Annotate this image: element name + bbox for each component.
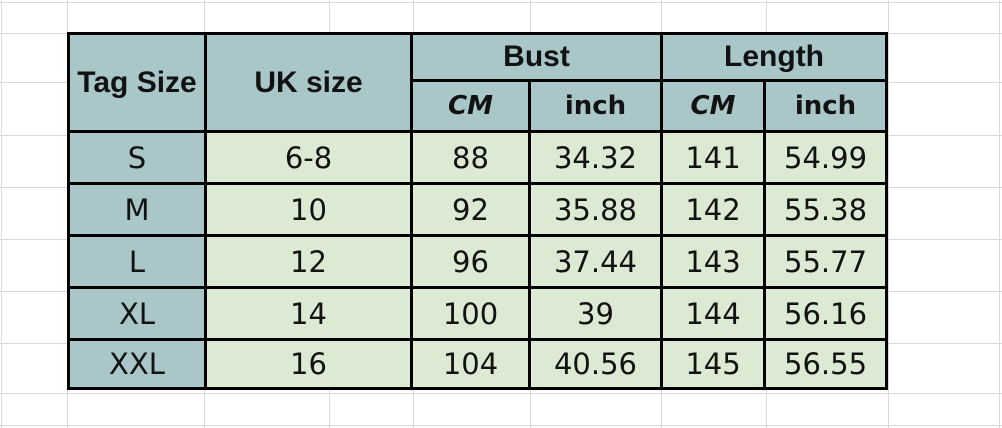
cell-uk: 16 [204,338,413,390]
cell-uk: 10 [204,182,413,237]
gridline-vertical [999,0,1000,428]
cell-tag: S [67,130,207,185]
cell-len-cm: 144 [660,286,767,341]
cell-bust-inch: 40.56 [527,338,664,390]
cell-bust-inch: 39 [527,286,664,341]
cell-tag: XXL [67,338,207,390]
table-row-s: S 6-8 88 34.32 141 54.99 [67,130,889,185]
cell-bust-inch: 34.32 [527,130,664,185]
cell-len-cm: 143 [660,234,767,289]
cell-len-inch: 56.55 [763,338,889,390]
table-row-m: M 10 92 35.88 142 55.38 [67,182,889,237]
gridline-horizontal [0,2,1002,3]
cell-len-cm: 142 [660,182,767,237]
table-row-xxl: XXL 16 104 40.56 145 56.55 [67,338,889,390]
cell-bust-cm: 88 [410,130,531,185]
header-bust-cm: CM [410,79,531,133]
cell-bust-cm: 92 [410,182,531,237]
cell-bust-cm: 104 [410,338,531,390]
cell-len-cm: 141 [660,130,767,185]
gridline-horizontal [0,425,1002,426]
header-tag-size: Tag Size [67,32,207,133]
gridline-horizontal [0,393,1002,394]
cell-tag: XL [67,286,207,341]
cell-bust-inch: 35.88 [527,182,664,237]
gridline-vertical [67,0,68,428]
cell-bust-cm: 100 [410,286,531,341]
cell-uk: 12 [204,234,413,289]
header-bust: Bust [409,32,664,82]
cell-bust-inch: 37.44 [527,234,664,289]
header-length-cm: CM [660,79,767,133]
gridline-vertical [888,0,889,428]
cell-uk: 14 [204,286,413,341]
header-bust-inch: inch [527,79,664,133]
cell-len-inch: 55.77 [763,234,889,289]
header-uk-size: UK size [204,32,413,133]
cell-bust-cm: 96 [410,234,531,289]
table-row-l: L 12 96 37.44 143 55.77 [67,234,889,289]
cell-len-cm: 145 [660,338,767,390]
cell-tag: M [67,182,207,237]
size-chart-table: Tag Size UK size Bust Length CM inch CM … [67,32,889,390]
header-length-inch: inch [763,79,889,133]
gridline-vertical [1,0,2,428]
cell-len-inch: 54.99 [763,130,889,185]
header-length: Length [660,32,889,82]
cell-tag: L [67,234,207,289]
cell-uk: 6-8 [204,130,413,185]
cell-len-inch: 55.38 [763,182,889,237]
table-row-xl: XL 14 100 39 144 56.16 [67,286,889,341]
cell-len-inch: 56.16 [763,286,889,341]
